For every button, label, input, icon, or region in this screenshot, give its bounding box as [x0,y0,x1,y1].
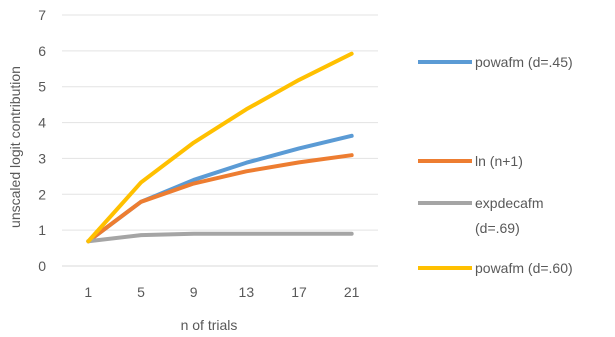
legend-label-2: ln (n+1) [475,153,523,169]
x-axis-ticks: 1 5 9 13 17 21 [84,284,359,300]
series-line-1 [86,133,354,244]
x-tick-label: 17 [291,284,307,300]
y-tick-label: 2 [38,186,46,202]
y-tick-label: 5 [38,79,46,95]
series-line-3 [86,231,354,244]
gridlines [62,14,378,267]
y-axis-title: unscaled logit contribution [7,66,23,228]
legend-label-3: (d=.69) [475,220,520,236]
y-tick-label: 1 [38,222,46,238]
y-tick-label: 0 [38,258,46,274]
series-line-4 [86,51,354,244]
y-tick-label: 6 [38,43,46,59]
series-lines [86,51,354,244]
series-line-2 [86,153,354,244]
x-tick-label: 1 [84,284,92,300]
x-tick-label: 5 [137,284,145,300]
legend-label-4: powafm (d=.60) [475,260,573,276]
y-tick-label: 7 [38,7,46,23]
x-tick-label: 13 [239,284,255,300]
y-axis-ticks: 0 1 2 3 4 5 6 7 [38,7,46,274]
x-axis-title: n of trials [181,317,238,333]
y-tick-label: 4 [38,115,46,131]
legend: powafm (d=.45) ln (n+1) expdecafm (d=.69) po… [418,54,573,276]
legend-label-1: powafm (d=.45) [475,54,573,70]
x-tick-label: 21 [344,284,360,300]
legend-label-3: expdecafm [475,195,543,211]
x-tick-label: 9 [190,284,198,300]
y-tick-label: 3 [38,150,46,166]
